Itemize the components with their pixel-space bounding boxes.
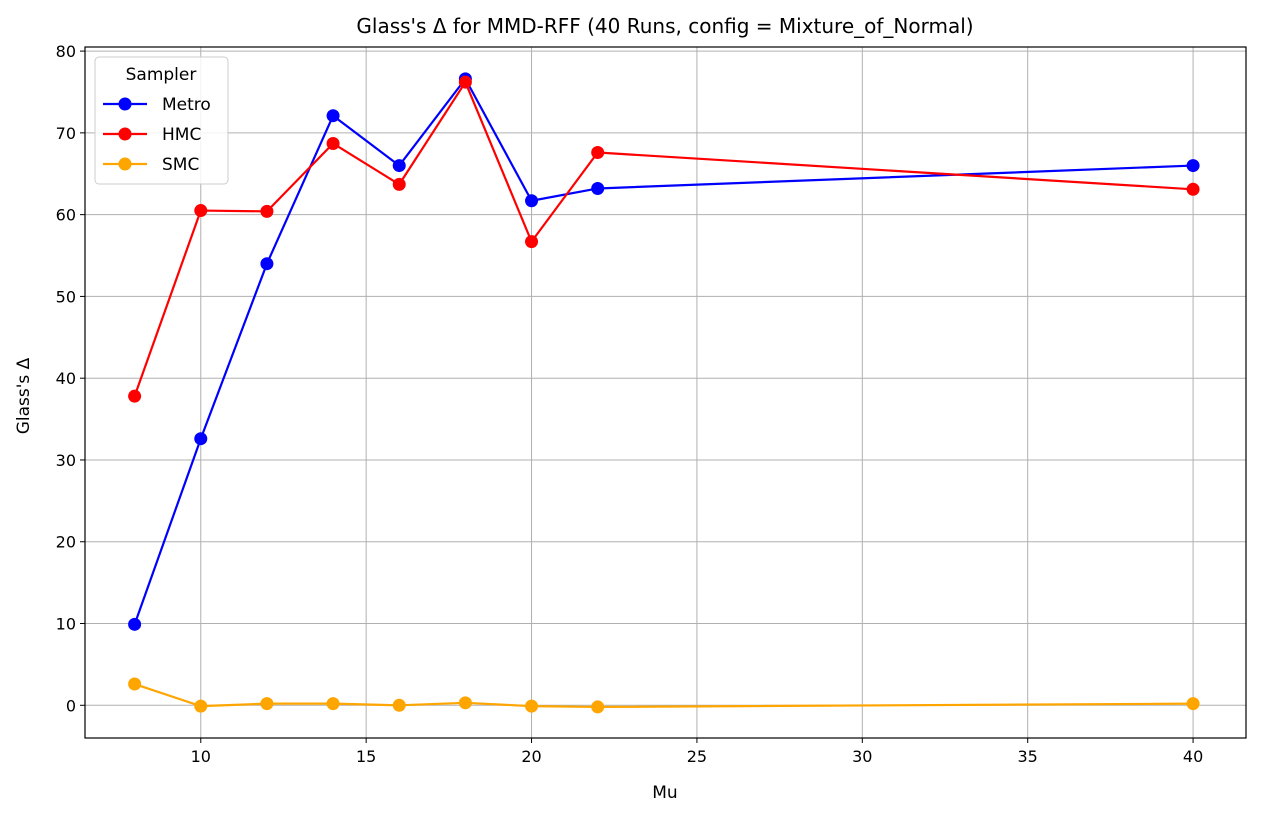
x-tick-label: 35 — [1018, 747, 1038, 766]
y-tick-label: 40 — [56, 369, 76, 388]
grid — [85, 47, 1246, 738]
series-line-smc — [134, 682, 1194, 709]
data-point-smc — [1186, 697, 1200, 711]
data-point-smc — [260, 697, 274, 711]
x-tick-label: 40 — [1183, 747, 1203, 766]
x-tick-label: 25 — [687, 747, 707, 766]
y-tick-label: 10 — [56, 615, 76, 634]
y-tick-label: 80 — [56, 42, 76, 61]
y-tick-label: 50 — [56, 287, 76, 306]
legend-entry-hmc: HMC — [103, 125, 201, 145]
data-point-smc — [392, 698, 406, 712]
data-point-hmc — [260, 204, 274, 218]
y-axis-label: Glass's Δ — [14, 357, 34, 434]
legend-label-metro: Metro — [162, 95, 211, 115]
data-point-metro — [1186, 159, 1200, 173]
data-point-hmc — [525, 235, 539, 249]
series-metro — [128, 72, 1200, 631]
data-point-metro — [525, 194, 539, 208]
data-point-smc — [326, 697, 340, 711]
y-tick-label: 0 — [66, 696, 76, 715]
legend-label-hmc: HMC — [162, 125, 201, 145]
legend-title: Sampler — [126, 65, 197, 85]
series-line-metro — [133, 77, 1194, 625]
data-point-metro — [260, 257, 274, 271]
series-line-hmc — [133, 81, 1194, 397]
legend-entry-metro: Metro — [103, 95, 211, 115]
data-point-hmc — [128, 389, 142, 403]
data-point-smc — [128, 677, 142, 691]
data-point-hmc — [326, 136, 340, 150]
legend-marker-hmc — [118, 127, 132, 141]
data-point-smc — [525, 699, 539, 713]
legend-entry-smc: SMC — [103, 155, 199, 175]
x-tick-label: 30 — [852, 747, 872, 766]
legend-marker-metro — [118, 97, 132, 111]
legend-label-smc: SMC — [162, 155, 199, 175]
y-tick-label: 30 — [56, 451, 76, 470]
y-tick-label: 70 — [56, 124, 76, 143]
plot-area — [84, 46, 1247, 739]
data-point-metro — [194, 432, 208, 446]
y-tick-label: 20 — [56, 533, 76, 552]
data-point-metro — [128, 617, 142, 631]
legend-box — [94, 56, 229, 185]
series-layer — [128, 72, 1200, 714]
legend-marker-smc — [118, 157, 132, 171]
data-point-smc — [458, 696, 472, 710]
data-point-hmc — [392, 177, 406, 191]
x-tick-label: 20 — [521, 747, 541, 766]
y-tick-label: 60 — [56, 206, 76, 225]
data-point-hmc — [591, 145, 605, 159]
series-smc — [128, 677, 1200, 714]
ticks: 10 15 20 25 30 35 40 0 10 20 30 40 50 60 70 80 — [56, 42, 1204, 766]
legend: Sampler Metro HMC SMC — [94, 56, 229, 185]
data-point-metro — [591, 181, 605, 195]
data-point-metro — [326, 109, 340, 123]
data-point-metro — [392, 159, 406, 173]
data-point-smc — [194, 699, 208, 713]
chart-title: Glass's Δ for MMD-RFF (40 Runs, config =… — [356, 14, 973, 38]
data-point-hmc — [458, 75, 472, 89]
data-point-smc — [591, 700, 605, 714]
data-point-hmc — [1186, 182, 1200, 196]
series-hmc — [128, 75, 1200, 403]
data-point-hmc — [194, 204, 208, 218]
x-tick-label: 10 — [191, 747, 211, 766]
x-tick-label: 15 — [356, 747, 376, 766]
x-axis-label: Mu — [652, 783, 677, 803]
